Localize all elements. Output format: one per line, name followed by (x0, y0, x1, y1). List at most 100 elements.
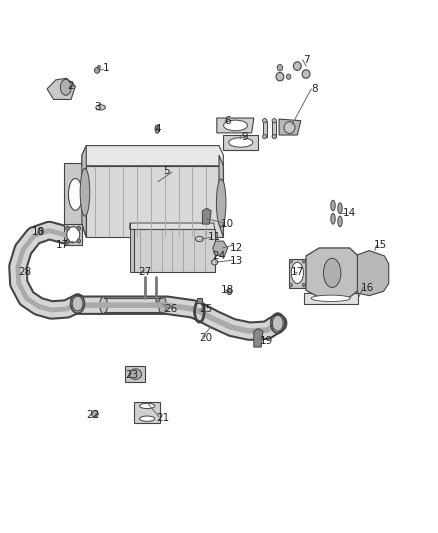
Text: 21: 21 (156, 413, 169, 423)
Polygon shape (134, 402, 160, 423)
Ellipse shape (293, 62, 301, 70)
Ellipse shape (302, 260, 305, 263)
Polygon shape (306, 248, 358, 297)
Polygon shape (82, 146, 86, 237)
Ellipse shape (277, 64, 283, 71)
Text: 22: 22 (86, 410, 99, 420)
Ellipse shape (38, 228, 43, 234)
Ellipse shape (95, 67, 100, 73)
Polygon shape (82, 224, 223, 237)
Text: 12: 12 (230, 243, 243, 253)
Ellipse shape (97, 65, 100, 69)
Text: 24: 24 (212, 251, 226, 261)
Polygon shape (202, 208, 211, 224)
Ellipse shape (92, 410, 98, 417)
Ellipse shape (155, 125, 159, 132)
Text: 2: 2 (68, 81, 74, 91)
Polygon shape (219, 155, 223, 237)
Ellipse shape (286, 74, 291, 79)
Ellipse shape (227, 288, 232, 295)
Text: 4: 4 (155, 124, 161, 134)
Ellipse shape (216, 179, 226, 227)
Ellipse shape (338, 216, 342, 227)
Polygon shape (357, 251, 389, 296)
Ellipse shape (66, 239, 69, 243)
Text: 14: 14 (343, 208, 356, 219)
Ellipse shape (212, 260, 218, 265)
Ellipse shape (67, 227, 80, 243)
Ellipse shape (229, 138, 253, 147)
Text: 23: 23 (125, 370, 138, 380)
Text: 28: 28 (19, 267, 32, 277)
Polygon shape (262, 120, 267, 136)
Ellipse shape (331, 200, 335, 211)
Ellipse shape (80, 168, 90, 216)
Ellipse shape (77, 239, 81, 243)
Polygon shape (47, 78, 75, 100)
Ellipse shape (96, 105, 106, 110)
Ellipse shape (77, 226, 81, 230)
Text: 20: 20 (199, 333, 212, 343)
Ellipse shape (60, 79, 71, 95)
Ellipse shape (272, 118, 276, 123)
Ellipse shape (284, 122, 295, 133)
Ellipse shape (331, 214, 335, 224)
Ellipse shape (276, 72, 284, 81)
Text: 18: 18 (32, 227, 45, 237)
Text: 26: 26 (165, 304, 178, 314)
Polygon shape (304, 293, 358, 304)
Polygon shape (64, 163, 86, 225)
Polygon shape (104, 298, 162, 312)
Ellipse shape (291, 262, 304, 284)
Polygon shape (197, 298, 202, 303)
Text: 19: 19 (260, 336, 273, 346)
Text: 8: 8 (311, 84, 318, 94)
Ellipse shape (66, 226, 69, 230)
Polygon shape (134, 229, 215, 272)
Polygon shape (272, 120, 276, 136)
Ellipse shape (72, 296, 83, 311)
Polygon shape (217, 118, 254, 133)
Ellipse shape (262, 118, 267, 123)
Ellipse shape (100, 297, 108, 314)
Polygon shape (254, 328, 263, 347)
Text: 1: 1 (102, 63, 109, 72)
Polygon shape (130, 223, 134, 272)
Ellipse shape (262, 134, 267, 139)
Polygon shape (213, 241, 228, 257)
Ellipse shape (302, 283, 305, 287)
Text: 16: 16 (360, 282, 374, 293)
Ellipse shape (68, 179, 82, 211)
Text: 7: 7 (303, 55, 309, 64)
Ellipse shape (272, 316, 283, 331)
Polygon shape (86, 166, 223, 237)
Polygon shape (82, 146, 223, 166)
Polygon shape (64, 224, 82, 245)
Text: 15: 15 (374, 240, 387, 251)
Text: 11: 11 (208, 232, 221, 243)
Ellipse shape (129, 369, 141, 379)
Ellipse shape (159, 297, 166, 314)
Ellipse shape (338, 203, 342, 214)
Ellipse shape (289, 283, 292, 287)
Ellipse shape (272, 134, 276, 139)
Text: 27: 27 (138, 267, 152, 277)
Text: 17: 17 (291, 267, 304, 277)
Ellipse shape (140, 416, 155, 421)
Text: 6: 6 (224, 116, 231, 126)
Ellipse shape (140, 403, 155, 409)
Text: 13: 13 (230, 256, 243, 266)
Text: 17: 17 (56, 240, 69, 251)
Polygon shape (130, 223, 215, 229)
Ellipse shape (323, 259, 341, 287)
Ellipse shape (311, 295, 350, 302)
Text: 9: 9 (242, 132, 248, 142)
Text: 5: 5 (163, 166, 170, 176)
Ellipse shape (223, 120, 247, 131)
Polygon shape (289, 259, 306, 288)
Polygon shape (125, 366, 145, 382)
Text: 10: 10 (221, 219, 234, 229)
Polygon shape (279, 119, 301, 135)
Text: 3: 3 (94, 102, 100, 112)
Ellipse shape (155, 129, 159, 133)
